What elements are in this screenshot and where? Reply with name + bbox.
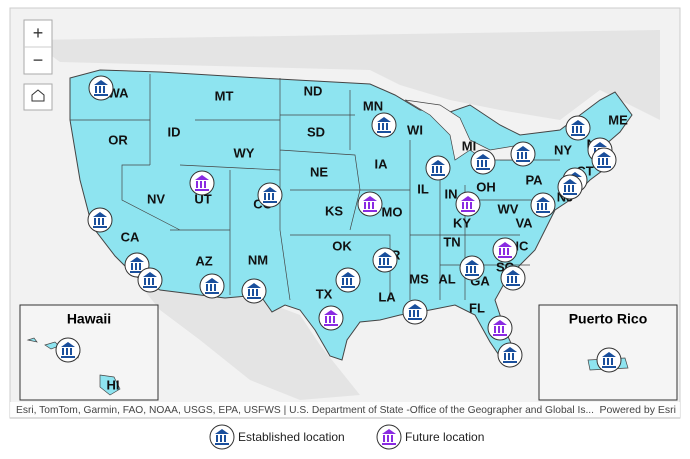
state-label: NE xyxy=(310,164,328,179)
attribution: Esri, TomTom, Garmin, FAO, NOAA, USGS, E… xyxy=(16,404,594,416)
mexico xyxy=(140,285,360,400)
established-marker-icon xyxy=(506,270,520,286)
established-marker-icon xyxy=(143,272,157,288)
state-label: PA xyxy=(525,172,543,187)
established-marker-icon xyxy=(602,352,616,368)
state-borders xyxy=(70,74,560,301)
state-label: LA xyxy=(378,289,396,304)
established-marker-icon xyxy=(377,117,391,133)
inset-title: Hawaii xyxy=(67,311,111,327)
future-marker-icon xyxy=(493,320,507,336)
state-label: HI xyxy=(107,377,120,392)
established-marker-icon xyxy=(378,252,392,268)
state-label: NM xyxy=(248,252,268,267)
established-marker-icon xyxy=(205,278,219,294)
established-marker-icon xyxy=(476,154,490,170)
established-marker-icon xyxy=(503,347,517,363)
future-marker-icon xyxy=(363,196,377,212)
state-label: WV xyxy=(498,201,519,216)
state-label: NV xyxy=(147,191,165,206)
home-button[interactable] xyxy=(23,83,53,111)
hawaii-inset xyxy=(19,304,159,401)
future-marker-icon xyxy=(498,242,512,258)
state-label: KY xyxy=(453,215,471,230)
state-label: IN xyxy=(445,186,458,201)
state-label: IL xyxy=(417,181,429,196)
established-marker-icon xyxy=(597,152,611,168)
canada xyxy=(30,30,660,120)
state-label: VA xyxy=(515,215,533,230)
future-marker-icon xyxy=(195,175,209,191)
established-marker-icon xyxy=(94,80,108,96)
state-label: OR xyxy=(108,132,128,147)
state-label: ID xyxy=(168,124,181,139)
inset-title: Puerto Rico xyxy=(569,311,648,327)
state-label: WY xyxy=(234,145,255,160)
state-label: OH xyxy=(476,179,496,194)
home-icon xyxy=(31,89,45,102)
state-label: AZ xyxy=(195,253,212,268)
established-marker-icon xyxy=(93,212,107,228)
established-marker-icon xyxy=(516,146,530,162)
established-marker-icon xyxy=(130,257,144,273)
state-label: KS xyxy=(325,203,343,218)
legend-label: Future location xyxy=(405,430,484,444)
legend-symbol-icon xyxy=(215,429,229,445)
future-marker-icon xyxy=(324,310,338,326)
established-marker-icon xyxy=(247,283,261,299)
state-label: UT xyxy=(194,191,211,206)
established-marker-icon xyxy=(431,160,445,176)
established-marker-icon xyxy=(536,197,550,213)
legend-label: Established location xyxy=(238,430,345,444)
established-marker-icon xyxy=(61,342,75,358)
powered-by[interactable]: Powered by Esri xyxy=(600,404,676,416)
state-label: FL xyxy=(469,300,485,315)
state-label: MN xyxy=(363,98,383,113)
established-marker-icon xyxy=(571,120,585,136)
state-label: NY xyxy=(554,142,572,157)
future-marker-icon xyxy=(461,196,475,212)
zoom-out[interactable]: − xyxy=(33,50,44,70)
state-label: SD xyxy=(307,124,325,139)
established-marker-icon xyxy=(563,179,577,195)
state-label: MO xyxy=(382,204,403,219)
state-label: MT xyxy=(215,88,234,103)
legend-symbol-icon xyxy=(382,429,396,445)
state-label: OK xyxy=(332,238,352,253)
established-marker-icon xyxy=(408,304,422,320)
state-label: ND xyxy=(304,83,323,98)
established-marker-icon xyxy=(263,187,277,203)
zoom-controls xyxy=(23,19,53,111)
state-label: TX xyxy=(316,286,333,301)
state-label: MI xyxy=(462,138,476,153)
established-marker-icon xyxy=(465,260,479,276)
attribution-bar xyxy=(10,402,680,418)
zoom-in[interactable]: + xyxy=(33,23,44,43)
state-label: AL xyxy=(438,271,455,286)
state-label: TN xyxy=(443,234,460,249)
state-label: WI xyxy=(407,122,423,137)
established-marker-icon xyxy=(341,272,355,288)
state-label: IA xyxy=(375,156,389,171)
state-label: MS xyxy=(409,271,429,286)
state-label: CA xyxy=(121,229,140,244)
state-label: ME xyxy=(608,112,628,127)
